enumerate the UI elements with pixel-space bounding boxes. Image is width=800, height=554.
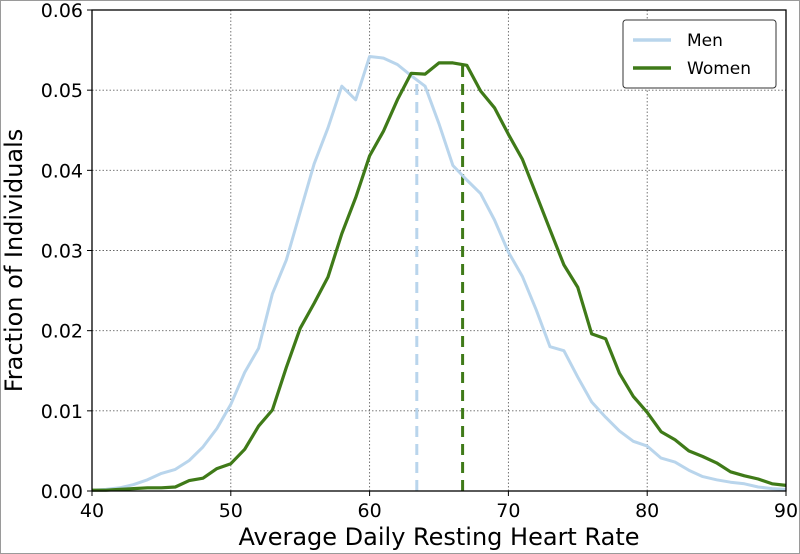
x-tick-label: 40: [80, 500, 104, 522]
y-tick-label: 0.01: [41, 401, 83, 423]
x-tick-label: 80: [635, 500, 659, 522]
legend-box: [622, 19, 777, 89]
mean-lines: [415, 64, 465, 491]
y-tick-label: 0.02: [41, 321, 83, 343]
x-tick-label: 90: [774, 500, 798, 522]
y-tick-label: 0.03: [41, 241, 83, 263]
series-line-women: [92, 61, 787, 492]
legend-label-men: Men: [687, 31, 723, 51]
x-tick-label: 60: [358, 500, 382, 522]
y-axis-label: Fraction of Individuals: [0, 129, 28, 393]
y-tick-label: 0.05: [41, 80, 83, 102]
y-tick-labels: 0.00 0.01 0.02 0.03 0.04 0.05 0.06: [41, 0, 92, 503]
y-tick-label: 0.04: [41, 160, 83, 182]
x-axis-label: Average Daily Resting Heart Rate: [238, 523, 639, 551]
legend: Men Women: [622, 19, 777, 89]
legend-label-women: Women: [687, 59, 751, 79]
x-tick-labels: 40 50 60 70 80 90: [80, 491, 798, 522]
x-tick-label: 50: [219, 500, 243, 522]
series-line-men: [91, 55, 787, 492]
y-tick-label: 0.06: [41, 0, 83, 22]
series-lines: [91, 55, 787, 492]
x-tick-label: 70: [496, 500, 520, 522]
y-tick-label: 0.00: [41, 481, 83, 503]
